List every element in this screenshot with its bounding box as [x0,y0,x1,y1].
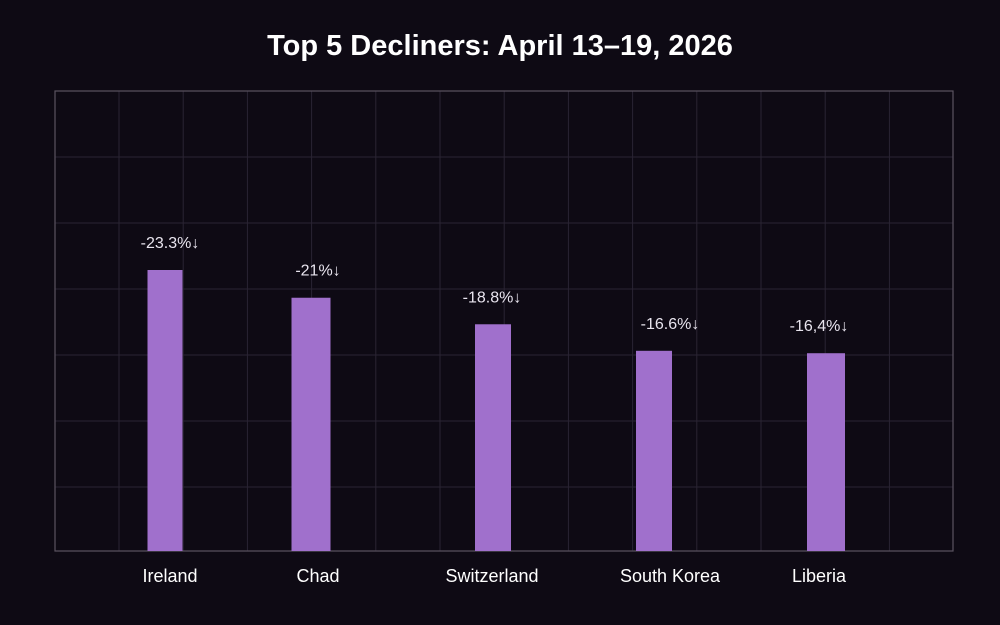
data-label: -16,4%↓ [790,318,849,335]
data-label: -16.6%↓ [641,316,700,333]
bar-south-korea [636,350,672,551]
bar-ireland [147,270,183,551]
x-tick-label: Switzerland [445,566,538,586]
bar-chad [291,297,331,551]
x-tick-label: South Korea [620,566,721,586]
data-label: -18.8%↓ [463,289,522,306]
data-label: -21%↓ [295,263,340,280]
data-label: -23.3%↓ [141,235,200,252]
x-tick-label: Chad [296,566,339,586]
bar-switzerland [475,324,511,551]
x-tick-label: Ireland [142,566,197,586]
bar-liberia [807,353,845,551]
x-tick-label: Liberia [792,566,847,586]
chart-title: Top 5 Decliners: April 13–19, 2026 [267,30,733,62]
